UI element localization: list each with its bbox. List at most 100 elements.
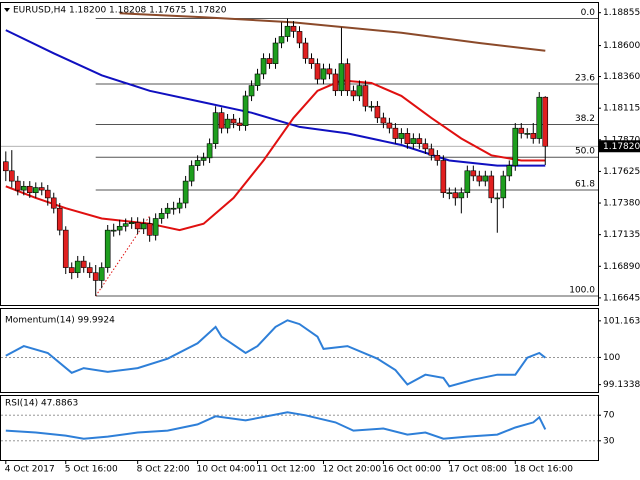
candle-body: [374, 105, 381, 119]
moving-average: [119, 12, 546, 52]
x-tick-label: 5 Oct 16:00: [65, 465, 118, 475]
x-tick-label: 18 Oct 16:00: [514, 465, 573, 475]
candle-body: [380, 117, 387, 124]
main-title: EURUSD,H4 1.18200 1.18208 1.17675 1.1782…: [13, 6, 227, 16]
candle-body: [476, 175, 483, 182]
candle-body: [470, 170, 477, 177]
candle-body: [164, 207, 171, 214]
candle-body: [290, 25, 297, 32]
candle-body: [176, 202, 183, 209]
candle-body: [14, 180, 21, 191]
candle-body: [242, 95, 249, 126]
candle-body: [266, 58, 273, 64]
candle-body: [116, 225, 123, 231]
candle-body: [38, 187, 45, 191]
candle-body: [218, 112, 225, 129]
candle-body: [542, 96, 549, 147]
candle-body: [458, 192, 465, 199]
x-tick-label: 17 Oct 08:00: [448, 465, 507, 475]
candle-body: [494, 197, 501, 200]
candle-body: [524, 133, 531, 135]
y-tick-label: 101.1638: [603, 316, 640, 326]
candle-body: [422, 143, 429, 150]
candle-body: [2, 161, 9, 172]
candle-body: [302, 42, 309, 59]
y-tick-label: 99.1338: [603, 380, 640, 390]
fib-label: 0.0: [581, 8, 596, 18]
moving-average: [5, 29, 546, 167]
main-panel: [0, 2, 599, 306]
candle-body: [344, 63, 351, 92]
candle-body: [248, 85, 255, 97]
candle-body: [254, 73, 261, 86]
candle-body: [110, 229, 117, 232]
fib-label: 23.6: [575, 73, 595, 83]
candle-body: [356, 85, 363, 97]
candle-body: [206, 143, 213, 159]
candle-body: [152, 218, 159, 236]
candle-body: [140, 223, 147, 230]
candle-body: [314, 63, 321, 80]
candle-body: [272, 42, 279, 64]
y-tick-label: 100: [603, 353, 620, 363]
candle-body: [500, 175, 507, 199]
candle-body: [338, 63, 345, 92]
moving-average: [5, 79, 546, 232]
candle-body: [530, 133, 537, 139]
candle-body: [392, 127, 399, 139]
x-tick-label: 16 Oct 00:00: [382, 465, 441, 475]
candle-body: [44, 189, 51, 199]
candle-body: [50, 197, 57, 209]
candle-body: [62, 229, 69, 268]
fib-label: 50.0: [575, 147, 595, 157]
candle-body: [308, 58, 315, 64]
y-tick-label: 1.16890: [603, 262, 640, 272]
y-tick-label: 1.18360: [603, 72, 640, 82]
y-tick-label: 1.18115: [603, 104, 640, 114]
candle-body: [20, 185, 27, 191]
fib-label: 38.2: [575, 114, 595, 124]
candle-body: [404, 133, 411, 144]
indicator-line: [5, 411, 547, 440]
last-price-label: 1.17820: [603, 142, 640, 152]
candle-body: [104, 229, 111, 268]
indicator-line: [5, 319, 546, 388]
candle-body: [86, 267, 93, 274]
candle-body: [260, 58, 267, 75]
candle-body: [188, 165, 195, 182]
candle-body: [518, 127, 525, 134]
x-tick-label: 12 Oct 20:00: [322, 465, 381, 475]
candle-body: [194, 160, 201, 166]
candle-body: [170, 207, 177, 210]
candle-body: [320, 68, 327, 80]
momentum-panel: [0, 308, 599, 393]
candle-body: [464, 170, 471, 194]
y-tick-label: 1.17135: [603, 230, 640, 240]
candle-body: [428, 148, 435, 156]
momentum-title: Momentum(14) 99.9924: [5, 316, 115, 326]
candle-body: [68, 267, 75, 274]
candle-body: [182, 180, 189, 204]
candle-body: [386, 122, 393, 129]
candle-body: [74, 260, 81, 274]
rsi-panel: [0, 395, 599, 461]
candle-body: [536, 96, 543, 139]
candle-body: [434, 154, 441, 161]
candle-body: [452, 192, 459, 199]
candle-body: [488, 175, 495, 199]
candle-body: [80, 260, 87, 268]
candle-body: [26, 185, 33, 194]
candle-body: [32, 187, 39, 194]
candle-body: [134, 222, 141, 230]
candle-body: [122, 223, 129, 227]
candle-body: [278, 36, 285, 44]
candle-body: [230, 118, 237, 124]
fib-label: 61.8: [575, 179, 595, 189]
candle-body: [350, 90, 357, 97]
candle-body: [146, 223, 153, 236]
candle-body: [212, 112, 219, 144]
plot-layer: 0.0 23.6 38.2 50.0 61.8 100.0 1.18855 1.18600 1.…: [1, 8, 640, 475]
y-tick-label: 1.18600: [603, 41, 640, 51]
